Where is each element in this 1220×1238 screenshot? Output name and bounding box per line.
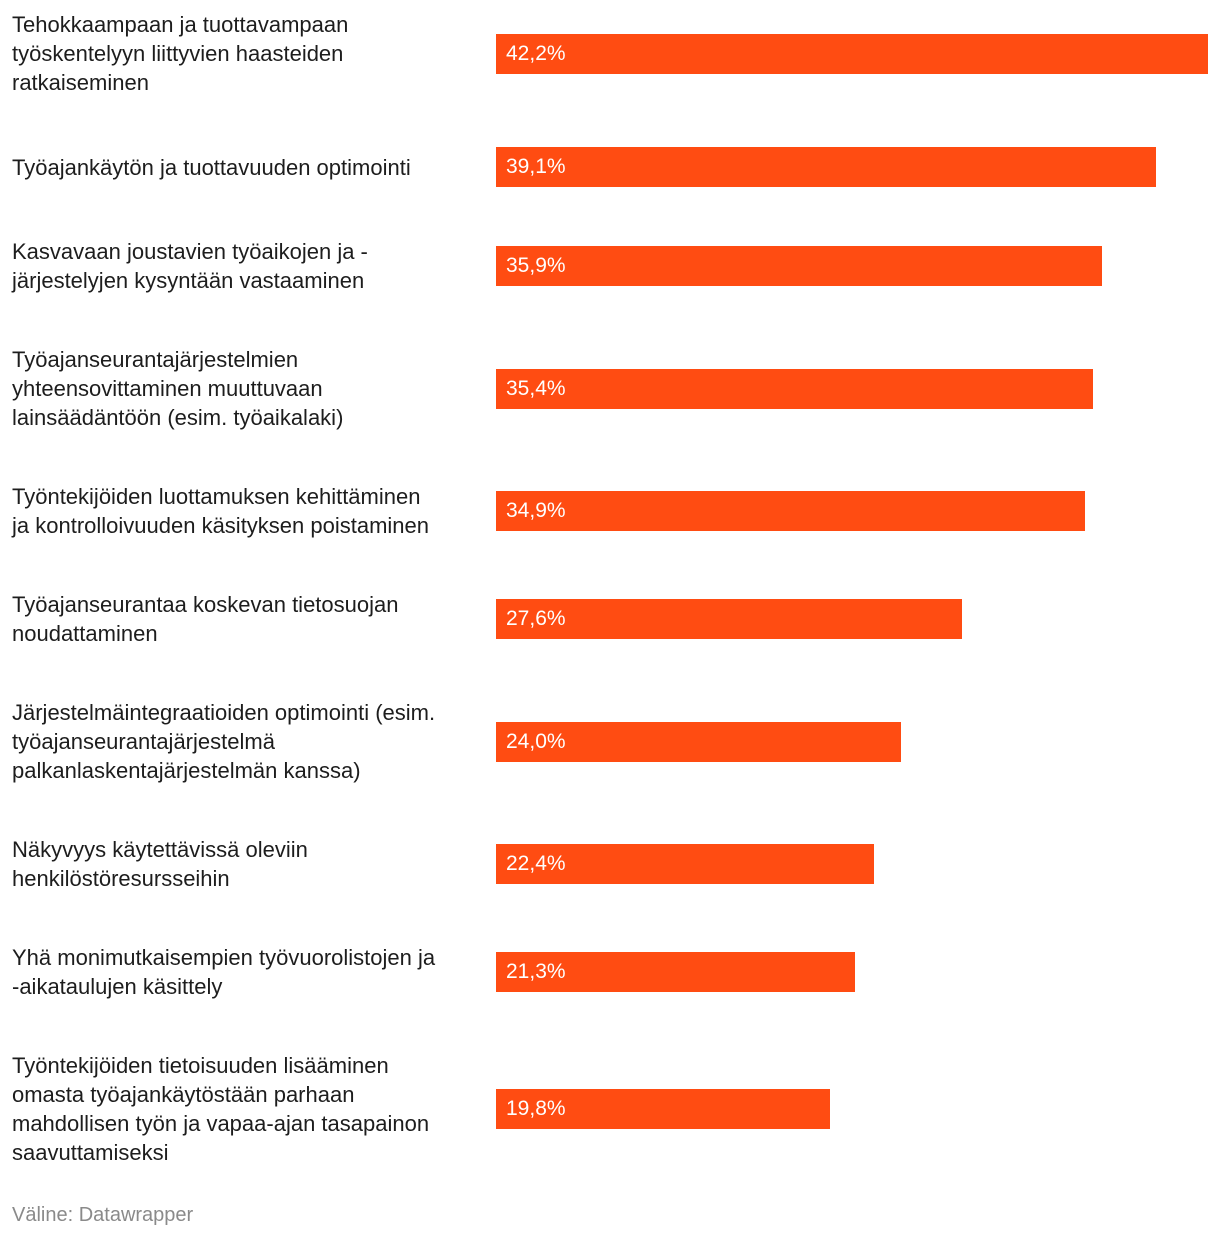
data-label: 42,2% — [506, 41, 566, 65]
category-label: Työajanseurantajärjestelmien yhteensovit… — [12, 347, 344, 430]
data-label: 21,3% — [506, 960, 566, 983]
bar-row: Työntekijöiden tietoisuuden lisääminen o… — [0, 1051, 1220, 1167]
bar: 34,9% — [496, 491, 1085, 531]
category-label: Työntekijöiden tietoisuuden lisääminen o… — [12, 1053, 430, 1165]
bar: 39,1% — [496, 147, 1156, 187]
bar: 35,9% — [496, 246, 1102, 286]
bar-row: Tehokkaampaan ja tuottavampaan työskente… — [0, 10, 1220, 97]
bar: 24,0% — [496, 721, 901, 762]
bar-row: Työajanseurantajärjestelmien yhteensovit… — [0, 345, 1220, 432]
bar-row: Näkyvyys käytettävissä oleviin henkilöst… — [0, 835, 1220, 893]
bar: 19,8% — [496, 1089, 831, 1129]
category-label: Näkyvyys käytettävissä oleviin henkilöst… — [12, 837, 308, 891]
bar-row: Työajankäytön ja tuottavuuden optimointi… — [0, 147, 1220, 187]
bar-row: Työntekijöiden luottamuksen kehittäminen… — [0, 482, 1220, 540]
data-label: 24,0% — [506, 729, 566, 753]
bar-row: Järjestelmäintegraatioiden optimointi (e… — [0, 698, 1220, 785]
data-label: 19,8% — [506, 1097, 566, 1120]
category-label: Yhä monimutkaisempien työvuorolistojen j… — [12, 945, 436, 999]
bar-row: Yhä monimutkaisempien työvuorolistojen j… — [0, 943, 1220, 1001]
category-label: Työajankäytön ja tuottavuuden optimointi — [12, 154, 411, 180]
data-label: 27,6% — [506, 607, 566, 630]
category-label: Tehokkaampaan ja tuottavampaan työskente… — [12, 12, 349, 95]
bar-row: Työajanseurantaa koskevan tietosuojan no… — [0, 590, 1220, 648]
bar: 22,4% — [496, 844, 874, 884]
data-label: 35,9% — [506, 254, 566, 277]
bar: 27,6% — [496, 599, 962, 639]
bar-row: Kasvavaan joustavien työaikojen ja - jär… — [0, 237, 1220, 295]
category-label: Työajanseurantaa koskevan tietosuojan no… — [12, 592, 399, 646]
bar: 35,4% — [496, 368, 1094, 409]
source-note: Väline: Datawrapper — [12, 1204, 194, 1226]
data-label: 22,4% — [506, 852, 566, 875]
category-label: Järjestelmäintegraatioiden optimointi (e… — [12, 700, 436, 783]
category-label: Kasvavaan joustavien työaikojen ja - jär… — [12, 239, 368, 293]
category-label: Työntekijöiden luottamuksen kehittäminen… — [12, 484, 430, 538]
data-label: 34,9% — [506, 499, 566, 522]
bar: 42,2% — [496, 33, 1208, 74]
data-label: 35,4% — [506, 376, 566, 400]
bar: 21,3% — [496, 952, 856, 992]
data-label: 39,1% — [506, 155, 566, 178]
